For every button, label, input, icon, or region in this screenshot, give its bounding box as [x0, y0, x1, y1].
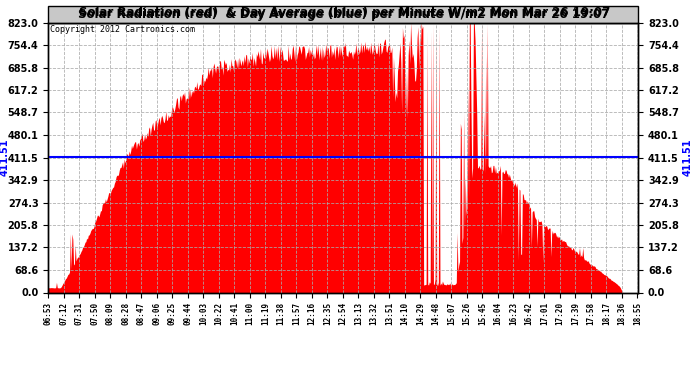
- Text: Solar Radiation (red)  & Day Average (blue) per Minute W/m2 Mon Mar 26 19:07: Solar Radiation (red) & Day Average (blu…: [79, 6, 611, 19]
- Text: Solar Radiation (red)  & Day Average (blue) per Minute W/m2 Mon Mar 26 19:07: Solar Radiation (red) & Day Average (blu…: [78, 8, 609, 21]
- Text: 411.51: 411.51: [682, 139, 690, 176]
- Bar: [48, 6, 638, 22]
- Text: 411.51: 411.51: [0, 139, 10, 176]
- Text: Copyright 2012 Cartronics.com: Copyright 2012 Cartronics.com: [50, 25, 195, 34]
